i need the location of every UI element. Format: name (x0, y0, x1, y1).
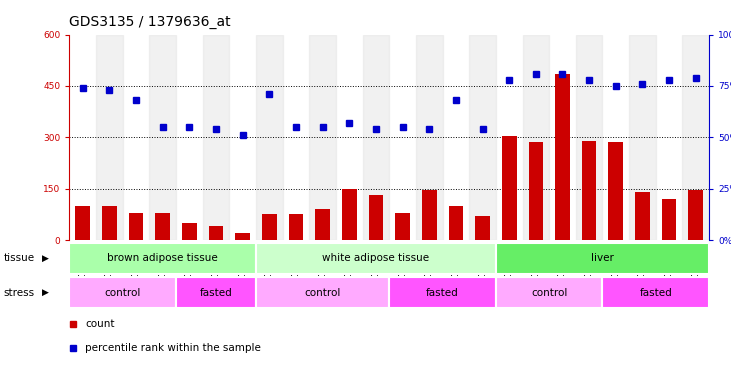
Bar (523, 35, 549, 240)
Bar (475, 216, 490, 240)
Bar (662, 199, 676, 240)
Bar (529, 142, 543, 240)
Bar (496, 277, 602, 308)
Bar (182, 223, 197, 240)
Bar (689, 190, 703, 240)
Bar (69, 243, 256, 274)
Bar (96, 35, 123, 240)
Text: GDS3135 / 1379636_at: GDS3135 / 1379636_at (69, 15, 231, 29)
Text: control: control (304, 288, 341, 298)
Text: ▶: ▶ (42, 254, 48, 263)
Bar (422, 190, 436, 240)
Text: count: count (86, 319, 115, 329)
Text: fasted: fasted (200, 288, 232, 298)
Bar (602, 277, 709, 308)
Bar (342, 189, 357, 240)
Bar (102, 206, 117, 240)
Bar (256, 243, 496, 274)
Bar (555, 74, 570, 240)
Bar (416, 35, 442, 240)
Bar (315, 209, 330, 240)
Bar (635, 192, 650, 240)
Bar (262, 214, 276, 240)
Bar (235, 233, 250, 240)
Text: brown adipose tissue: brown adipose tissue (107, 253, 218, 263)
Text: control: control (531, 288, 567, 298)
Bar (502, 136, 517, 240)
Bar (202, 35, 230, 240)
Bar (576, 35, 602, 240)
Text: liver: liver (591, 253, 614, 263)
Text: stress: stress (4, 288, 35, 298)
Bar (582, 141, 596, 240)
Bar (683, 35, 709, 240)
Bar (256, 35, 283, 240)
Text: fasted: fasted (640, 288, 672, 298)
Bar (389, 277, 496, 308)
Bar (208, 226, 224, 240)
Bar (176, 277, 256, 308)
Bar (368, 195, 383, 240)
Bar (608, 142, 623, 240)
Text: control: control (105, 288, 141, 298)
Bar (156, 213, 170, 240)
Bar (309, 35, 336, 240)
Bar (395, 213, 410, 240)
Bar (149, 35, 176, 240)
Bar (449, 206, 463, 240)
Text: ▶: ▶ (42, 288, 48, 297)
Bar (363, 35, 389, 240)
Bar (289, 214, 303, 240)
Bar (75, 206, 90, 240)
Bar (129, 213, 143, 240)
Bar (629, 35, 656, 240)
Bar (469, 35, 496, 240)
Text: percentile rank within the sample: percentile rank within the sample (86, 343, 261, 353)
Text: white adipose tissue: white adipose tissue (322, 253, 430, 263)
Bar (69, 277, 176, 308)
Text: fasted: fasted (426, 288, 459, 298)
Bar (496, 243, 709, 274)
Text: tissue: tissue (4, 253, 35, 263)
Bar (256, 277, 389, 308)
